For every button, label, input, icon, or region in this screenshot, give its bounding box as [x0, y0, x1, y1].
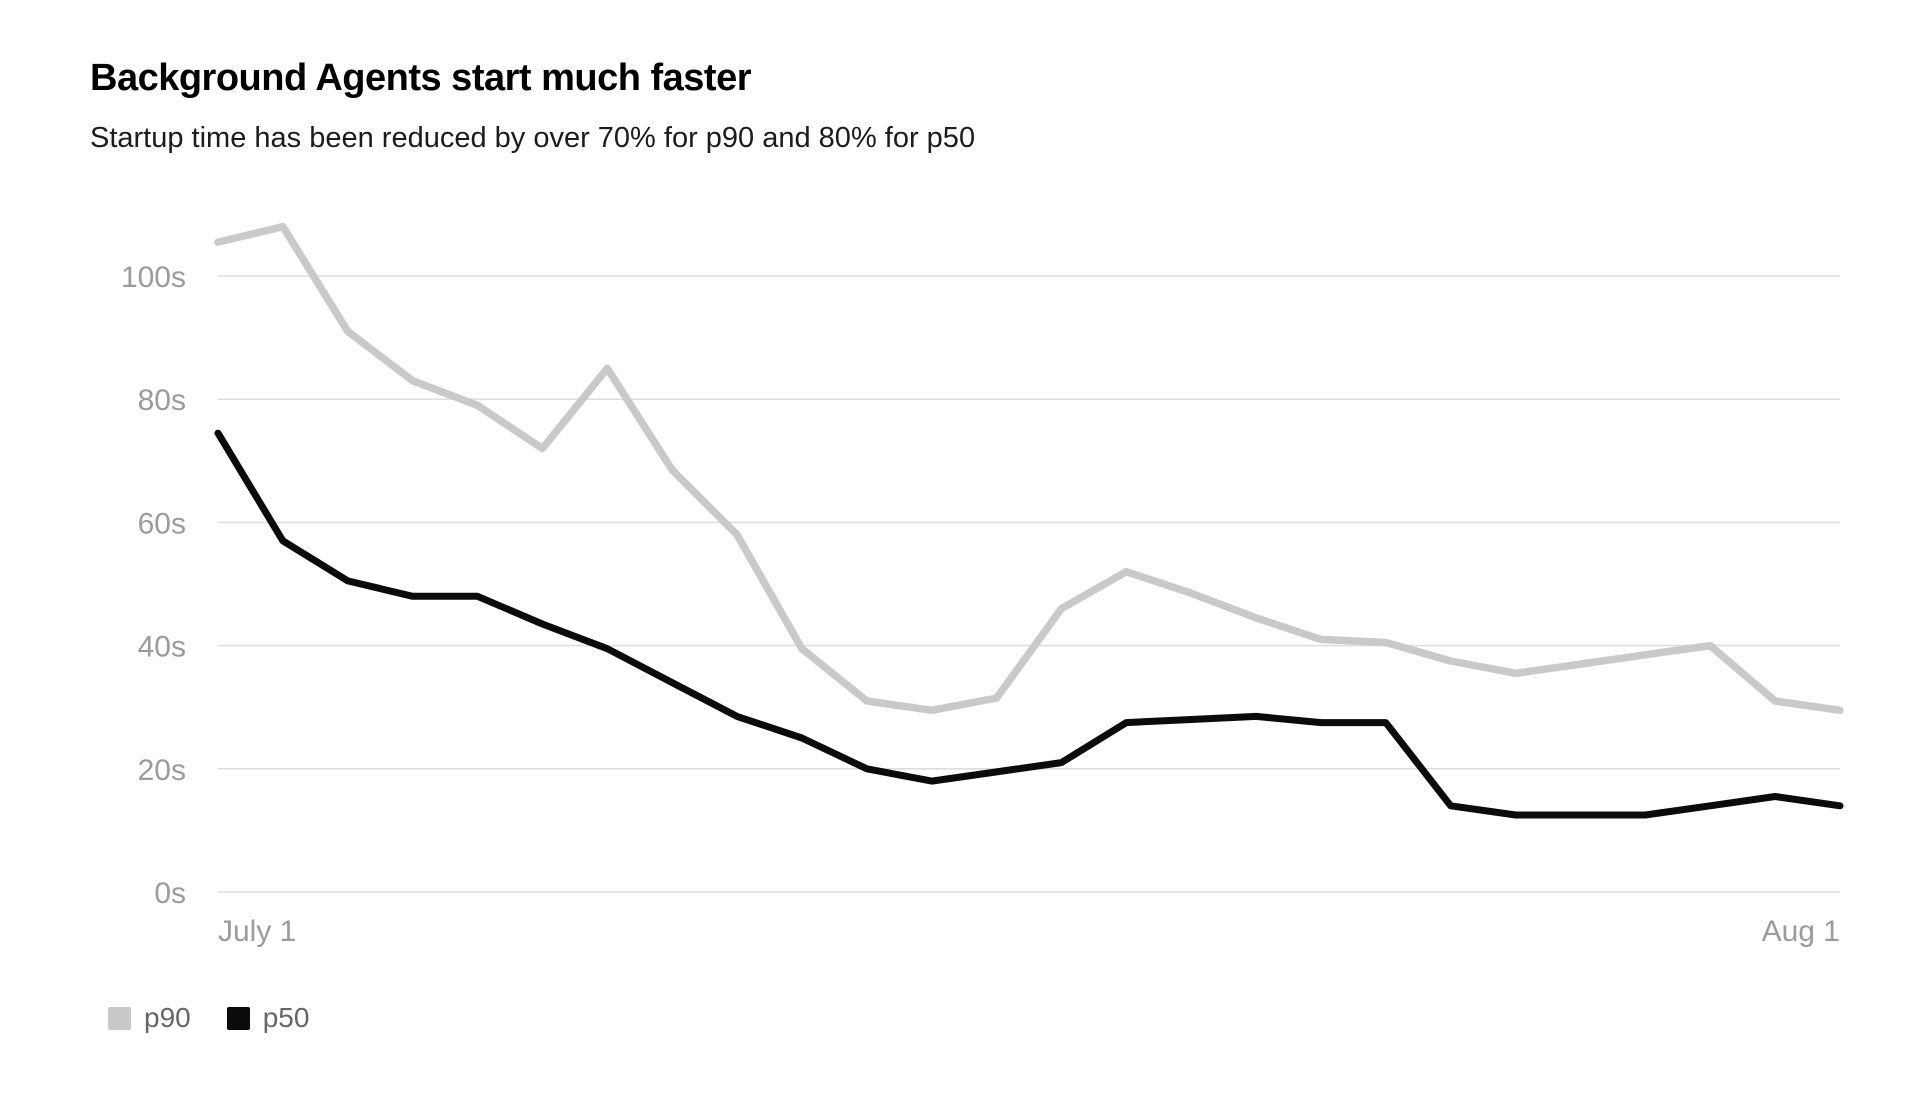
- y-tick-label-20s: 20s: [138, 754, 186, 787]
- chart-title: Background Agents start much faster: [90, 57, 752, 99]
- chart-legend: p90 p50: [108, 1004, 309, 1032]
- chart-subtitle: Startup time has been reduced by over 70…: [90, 122, 976, 154]
- y-tick-label-60s: 60s: [138, 507, 186, 540]
- y-tick-label-100s: 100s: [121, 261, 186, 294]
- p50-line: [214, 429, 1844, 819]
- legend-item-p50: p50: [226, 1002, 310, 1033]
- legend-item-p90: p90: [108, 1004, 191, 1032]
- y-tick-label-0s: 0s: [154, 877, 186, 910]
- x-axis-label-july-1: July 1: [218, 915, 296, 948]
- legend-label-p50: p50: [262, 1002, 310, 1033]
- y-tick-label-80s: 80s: [138, 384, 186, 417]
- legend-swatch-p50: [226, 1006, 250, 1030]
- legend-label-p90: p90: [144, 1002, 191, 1033]
- x-axis-label-aug-1: Aug 1: [1762, 915, 1840, 948]
- y-tick-label-40s: 40s: [138, 631, 186, 664]
- legend-swatch-p90: [108, 1006, 131, 1030]
- p90-line: [214, 222, 1844, 715]
